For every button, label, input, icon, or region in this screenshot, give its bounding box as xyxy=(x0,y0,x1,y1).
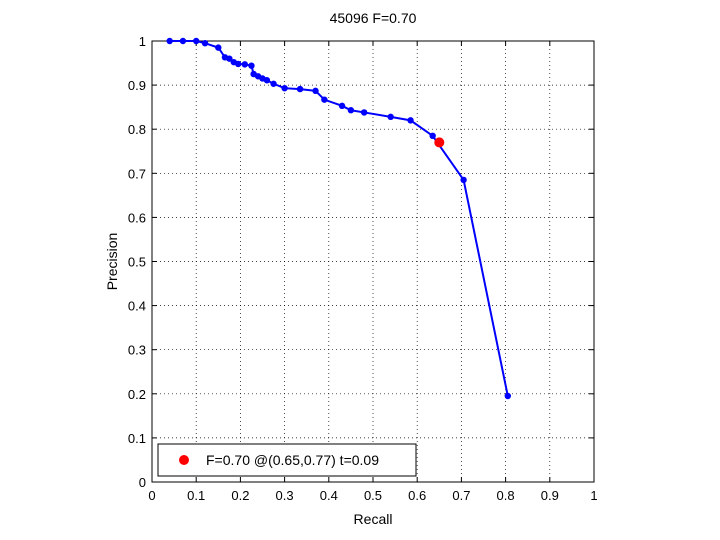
pr-point xyxy=(338,102,346,110)
x-tick-labels: 0 0.1 0.2 0.3 0.4 0.5 0.6 0.7 0.8 0.9 1 xyxy=(148,488,597,503)
legend-marker xyxy=(179,455,189,465)
pr-point xyxy=(347,107,355,114)
pr-point xyxy=(407,117,414,124)
pr-point xyxy=(215,44,222,51)
x-tick-label: 0.5 xyxy=(364,488,382,503)
legend-box xyxy=(157,443,417,477)
pr-point xyxy=(321,96,328,103)
y-axis-label: Precision xyxy=(104,233,120,291)
pr-point xyxy=(360,109,368,116)
best-f-point xyxy=(434,137,445,148)
pr-point xyxy=(263,77,271,84)
grid xyxy=(151,40,595,483)
legend-text: F=0.70 @(0.65,0.77) t=0.09 xyxy=(206,452,379,468)
pr-point xyxy=(234,60,242,68)
y-tick-label: 0.8 xyxy=(128,122,146,137)
y-tick-label: 0.6 xyxy=(128,210,146,225)
y-tick-label: 0.5 xyxy=(128,255,146,270)
chart-title: 45096 F=0.70 xyxy=(330,10,417,26)
pr-point xyxy=(429,132,436,140)
y-tick-label: 0.1 xyxy=(128,431,146,446)
y-tick-label: 0.4 xyxy=(128,299,146,314)
x-tick-label: 0.6 xyxy=(408,488,426,503)
pr-point xyxy=(193,37,200,45)
pr-point xyxy=(460,176,467,184)
pr-point xyxy=(504,392,512,400)
x-tick-label: 0.9 xyxy=(541,488,559,503)
y-tick-label: 0.3 xyxy=(128,343,146,358)
x-tick-label: 1 xyxy=(590,488,597,503)
pr-curve-points xyxy=(166,37,512,400)
pr-point xyxy=(226,55,233,62)
y-tick-labels: 0 0.1 0.2 0.3 0.4 0.5 0.6 0.7 0.8 0.9 1 xyxy=(128,34,146,490)
x-axis-label: Recall xyxy=(354,511,393,527)
pr-curve-line xyxy=(169,40,509,397)
y-tick-label: 0.2 xyxy=(128,387,146,402)
x-tick-label: 0.7 xyxy=(452,488,470,503)
pr-point xyxy=(281,84,288,92)
y-tick-label: 1 xyxy=(139,34,146,49)
x-tick-label: 0.2 xyxy=(231,488,249,503)
x-tick-label: 0.4 xyxy=(320,488,338,503)
pr-point xyxy=(296,85,304,93)
y-tick-label: 0.9 xyxy=(128,78,146,93)
axis-ticks xyxy=(151,40,595,483)
legend: F=0.70 @(0.65,0.77) t=0.09 xyxy=(157,443,417,477)
pr-point xyxy=(387,113,394,121)
x-tick-label: 0.3 xyxy=(276,488,294,503)
pr-point xyxy=(166,37,173,45)
y-tick-label: 0 xyxy=(139,475,146,490)
pr-point xyxy=(241,61,249,68)
pr-point xyxy=(179,37,187,45)
pr-point xyxy=(248,62,255,69)
pr-point xyxy=(270,80,277,87)
x-tick-label: 0.1 xyxy=(187,488,205,503)
pr-point xyxy=(312,87,319,95)
x-tick-label: 0 xyxy=(148,488,155,503)
y-tick-label: 0.7 xyxy=(128,166,146,181)
pr-point xyxy=(201,40,209,47)
x-tick-label: 0.8 xyxy=(497,488,515,503)
